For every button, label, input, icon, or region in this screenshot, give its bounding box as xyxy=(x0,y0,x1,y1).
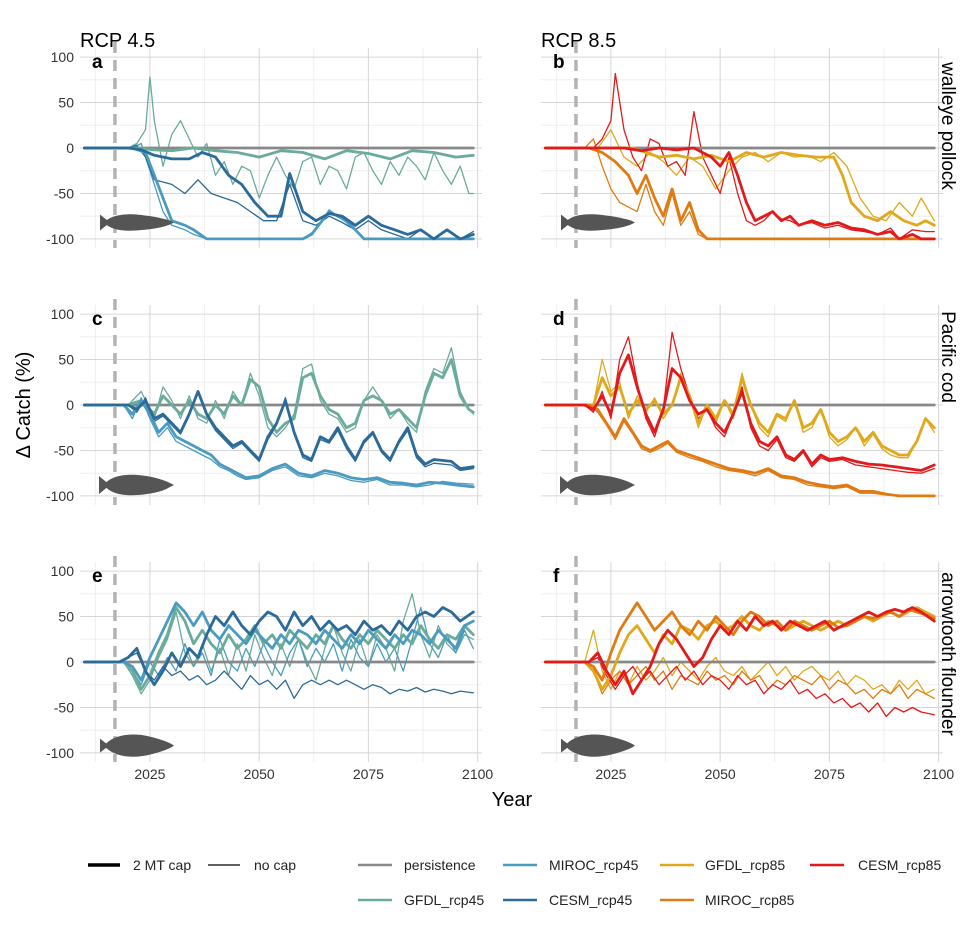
y-tick-label: 0 xyxy=(66,654,74,670)
series-line-miroc-rcp45-cap xyxy=(83,146,475,241)
row-strip-walleye-pollock: walleye pollock xyxy=(937,61,958,190)
legend-label-gfdl-rcp45: GFDL_rcp45 xyxy=(404,892,484,908)
series-line-cesm-rcp45-cap xyxy=(83,606,475,687)
y-tick-label: 50 xyxy=(58,352,74,368)
x-tick-label: 2075 xyxy=(353,766,384,782)
legend-label-miroc-rcp45: MIROC_rcp45 xyxy=(549,857,639,873)
legend-label-miroc-rcp85: MIROC_rcp85 xyxy=(705,892,795,908)
series-line-cesm-rcp85-nocap xyxy=(544,72,935,240)
y-tick-label: 100 xyxy=(51,49,75,65)
column-title-rcp85: RCP 8.5 xyxy=(541,30,616,52)
series-line-cesm-rcp85-cap xyxy=(544,606,936,696)
x-tick-label: 2025 xyxy=(134,766,165,782)
series-line-miroc-rcp85-nocap xyxy=(544,661,935,700)
row-strip-pacific-cod: Pacific cod xyxy=(937,311,958,403)
series-line-cesm-rcp45-nocap xyxy=(83,652,474,700)
series-line-gfdl-rcp45-cap xyxy=(83,146,475,161)
series-line-miroc-rcp85-cap xyxy=(544,601,936,682)
fish-silhouette-icon xyxy=(99,474,174,496)
y-tick-label: 100 xyxy=(51,563,75,579)
x-tick-label: 2100 xyxy=(462,766,493,782)
x-tick-label: 2025 xyxy=(595,766,626,782)
series-line-gfdl-rcp85-nocap xyxy=(544,129,935,222)
series-line-miroc-rcp45-nocap xyxy=(83,606,474,686)
y-tick-label: 50 xyxy=(58,95,74,111)
column-title-rcp45: RCP 4.5 xyxy=(80,30,155,52)
series-line-gfdl-rcp85-nocap xyxy=(544,629,935,695)
series-line-cesm-rcp45-nocap xyxy=(83,144,474,240)
fish-silhouette-icon xyxy=(561,734,635,757)
series-line-miroc-rcp45-cap xyxy=(83,601,475,682)
series-line-miroc-rcp85-cap xyxy=(544,403,936,498)
series-line-gfdl-rcp85-cap xyxy=(544,146,936,227)
x-tick-label: 2100 xyxy=(923,766,954,782)
series-line-gfdl-rcp45-nocap xyxy=(83,76,474,199)
series-line-cesm-rcp45-cap xyxy=(83,146,475,241)
series-line-cesm-rcp85-cap xyxy=(544,146,936,241)
x-tick-label: 2075 xyxy=(814,766,845,782)
panel-d: d xyxy=(541,299,943,505)
y-axis-title: Δ Catch (%) xyxy=(13,352,35,459)
fish-silhouette-icon xyxy=(100,214,174,231)
series-line-cesm-rcp85-nocap xyxy=(544,331,935,474)
series-line-gfdl-rcp85-nocap xyxy=(544,358,935,459)
panel-letter-c: c xyxy=(92,309,103,330)
panel-e: 100 50 0 -50 -100 2025 2050 2075 2100 e xyxy=(46,556,493,782)
y-tick-label: -50 xyxy=(54,185,74,201)
x-tick-label: 2050 xyxy=(244,766,275,782)
series-line-gfdl-rcp45-cap xyxy=(83,358,475,434)
series-line-miroc-rcp45-cap xyxy=(83,399,475,489)
panel-c: 100 50 0 -50 -100 c xyxy=(46,299,482,505)
panel-letter-e: e xyxy=(92,566,103,587)
panel-b: b xyxy=(541,42,943,248)
series-line-cesm-rcp45-cap xyxy=(83,390,475,470)
panel-f: 2025 2050 2075 2100 f xyxy=(541,556,954,782)
series-line-miroc-rcp85-cap xyxy=(544,146,936,241)
legend-label-cesm-rcp85: CESM_rcp85 xyxy=(858,857,941,873)
series-line-miroc-rcp85-nocap xyxy=(544,138,935,240)
y-tick-label: -100 xyxy=(46,231,74,247)
y-tick-label: -50 xyxy=(54,699,74,715)
y-tick-label: -50 xyxy=(54,442,74,458)
fish-silhouette-icon xyxy=(560,474,635,496)
y-tick-label: 0 xyxy=(66,397,74,413)
series-line-cesm-rcp85-cap xyxy=(544,353,936,472)
panel-letter-f: f xyxy=(553,566,560,587)
panel-letter-b: b xyxy=(553,52,565,73)
x-tick-label: 2050 xyxy=(705,766,736,782)
legend-label-persistence: persistence xyxy=(404,857,476,873)
series-line-miroc-rcp45-nocap xyxy=(83,397,474,488)
x-axis-title: Year xyxy=(492,789,533,811)
panel-letter-a: a xyxy=(92,52,103,73)
y-tick-label: -100 xyxy=(46,488,74,504)
panel-letter-d: d xyxy=(553,309,565,330)
series-line-gfdl-rcp85-cap xyxy=(544,606,936,691)
legend-label-gfdl-rcp85: GFDL_rcp85 xyxy=(705,857,785,873)
legend-label-2mt-cap: 2 MT cap xyxy=(133,857,191,873)
series-line-gfdl-rcp45-nocap xyxy=(83,347,474,438)
legend-label-cesm-rcp45: CESM_rcp45 xyxy=(549,892,632,908)
fish-silhouette-icon xyxy=(100,734,174,757)
series-line-cesm-rcp85-nocap xyxy=(544,656,935,718)
y-tick-label: 50 xyxy=(58,609,74,625)
y-tick-label: 0 xyxy=(66,140,74,156)
panel-a: 100 50 0 -50 -100 a xyxy=(46,42,482,248)
legend: 2 MT cap no cap persistence GFDL_rcp45 M… xyxy=(88,857,941,908)
legend-label-no-cap: no cap xyxy=(254,857,296,873)
fish-silhouette-icon xyxy=(561,214,635,231)
panels-layer: 100 50 0 -50 -100 a b 100 50 0 -50 -100 c d 100 50 0 -50 -… xyxy=(46,42,954,782)
y-tick-label: -100 xyxy=(46,745,74,761)
row-strip-arrowtooth-flounder: arrowtooth flounder xyxy=(937,572,958,736)
y-tick-label: 100 xyxy=(51,306,75,322)
